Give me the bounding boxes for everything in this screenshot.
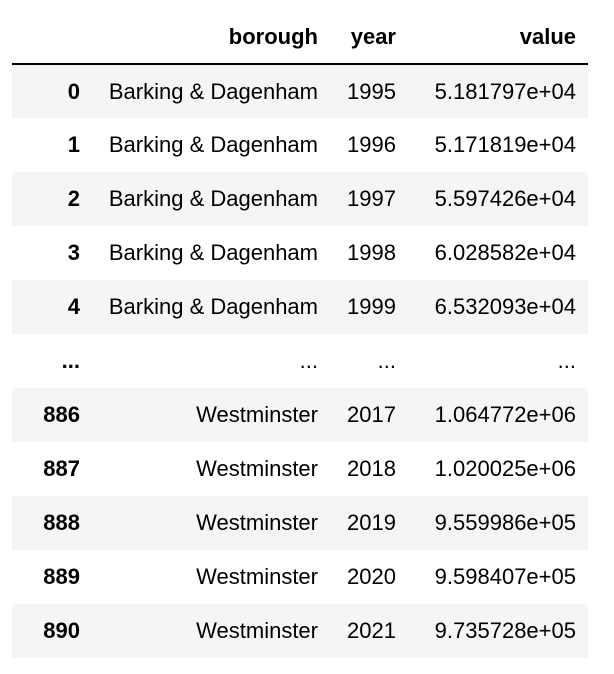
value-header: value bbox=[408, 10, 588, 65]
value-cell: 1.020025e+06 bbox=[434, 456, 576, 481]
year-cell: 1999 bbox=[347, 294, 396, 319]
row-index: 890 bbox=[43, 618, 80, 643]
year-cell: 2018 bbox=[347, 456, 396, 481]
borough-cell: ... bbox=[299, 348, 318, 373]
row-index: 1 bbox=[67, 132, 80, 157]
borough-cell: Westminster bbox=[196, 564, 318, 589]
year-cell: 2019 bbox=[347, 510, 396, 535]
table-row: 2 Barking & Dagenham 1997 5.597426e+04 bbox=[12, 172, 588, 226]
year-cell: 1998 bbox=[347, 240, 396, 265]
value-cell: 5.597426e+04 bbox=[434, 186, 576, 211]
table-row: 888 Westminster 2019 9.559986e+05 bbox=[12, 496, 588, 550]
year-cell: 2021 bbox=[347, 618, 396, 643]
row-index: 887 bbox=[43, 456, 80, 481]
value-cell: ... bbox=[557, 348, 576, 373]
dataframe-table: borough year value 0 Barking & Dagenham … bbox=[12, 10, 588, 658]
borough-cell: Westminster bbox=[196, 510, 318, 535]
row-index: 4 bbox=[67, 294, 80, 319]
table-row: 886 Westminster 2017 1.064772e+06 bbox=[12, 388, 588, 442]
table-row: 887 Westminster 2018 1.020025e+06 bbox=[12, 442, 588, 496]
table-header: borough year value bbox=[12, 10, 588, 65]
table-row: 0 Barking & Dagenham 1995 5.181797e+04 bbox=[12, 64, 588, 118]
header-row: borough year value bbox=[12, 10, 588, 65]
borough-cell: Barking & Dagenham bbox=[108, 294, 318, 319]
row-index: 3 bbox=[67, 240, 80, 265]
borough-cell: Westminster bbox=[196, 402, 318, 427]
table-row: 889 Westminster 2020 9.598407e+05 bbox=[12, 550, 588, 604]
year-cell: 2020 bbox=[347, 564, 396, 589]
row-index: 888 bbox=[43, 510, 80, 535]
value-cell: 5.181797e+04 bbox=[434, 78, 576, 104]
value-cell: 9.559986e+05 bbox=[434, 510, 576, 535]
table-body: 0 Barking & Dagenham 1995 5.181797e+04 1… bbox=[12, 64, 588, 658]
value-cell: 9.735728e+05 bbox=[434, 618, 576, 643]
value-cell: 6.028582e+04 bbox=[434, 240, 576, 265]
row-index: 886 bbox=[43, 402, 80, 427]
year-cell: ... bbox=[377, 348, 396, 373]
year-cell: 2017 bbox=[347, 402, 396, 427]
value-cell: 6.532093e+04 bbox=[434, 294, 576, 319]
year-cell: 1997 bbox=[347, 186, 396, 211]
value-cell: 9.598407e+05 bbox=[434, 564, 576, 589]
borough-cell: Barking & Dagenham bbox=[108, 240, 318, 265]
row-index: 0 bbox=[67, 78, 80, 104]
index-header bbox=[12, 10, 92, 65]
borough-header: borough bbox=[92, 10, 330, 65]
table-row: 4 Barking & Dagenham 1999 6.532093e+04 bbox=[12, 280, 588, 334]
year-header: year bbox=[330, 10, 408, 65]
borough-cell: Barking & Dagenham bbox=[108, 186, 318, 211]
row-index: 889 bbox=[43, 564, 80, 589]
borough-cell: Westminster bbox=[196, 456, 318, 481]
value-cell: 5.171819e+04 bbox=[434, 132, 576, 157]
row-index: 2 bbox=[67, 186, 80, 211]
year-cell: 1995 bbox=[347, 78, 396, 104]
ellipsis-row: ... ... ... ... bbox=[12, 334, 588, 388]
table-row: 3 Barking & Dagenham 1998 6.028582e+04 bbox=[12, 226, 588, 280]
value-cell: 1.064772e+06 bbox=[434, 402, 576, 427]
borough-cell: Westminster bbox=[196, 618, 318, 643]
row-index: ... bbox=[61, 348, 80, 373]
year-cell: 1996 bbox=[347, 132, 396, 157]
borough-cell: Barking & Dagenham bbox=[108, 78, 318, 104]
borough-cell: Barking & Dagenham bbox=[108, 132, 318, 157]
table-row: 890 Westminster 2021 9.735728e+05 bbox=[12, 604, 588, 658]
table-row: 1 Barking & Dagenham 1996 5.171819e+04 bbox=[12, 118, 588, 172]
